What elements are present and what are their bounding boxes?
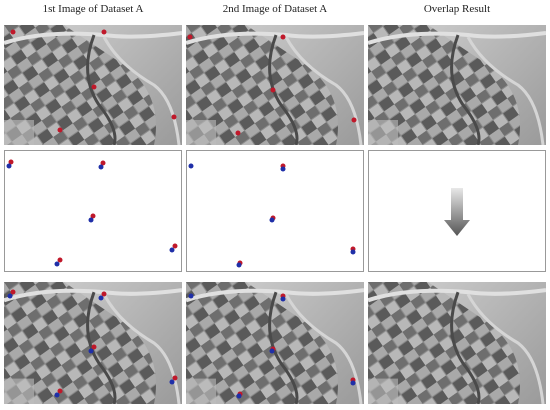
image: [186, 25, 364, 145]
column-title: 2nd Image of Dataset A: [223, 3, 328, 15]
image: [368, 25, 546, 145]
column-title: Overlap Result: [424, 3, 490, 15]
keypoints: [10, 29, 357, 136]
arrow: [444, 188, 470, 236]
image: [186, 282, 364, 404]
keypoints: [7, 289, 356, 399]
image: [4, 282, 182, 404]
image: [368, 282, 546, 404]
keypoints: [6, 159, 356, 268]
panel: [186, 150, 364, 272]
panel: [4, 150, 182, 272]
column-title: 1st Image of Dataset A: [43, 3, 144, 15]
